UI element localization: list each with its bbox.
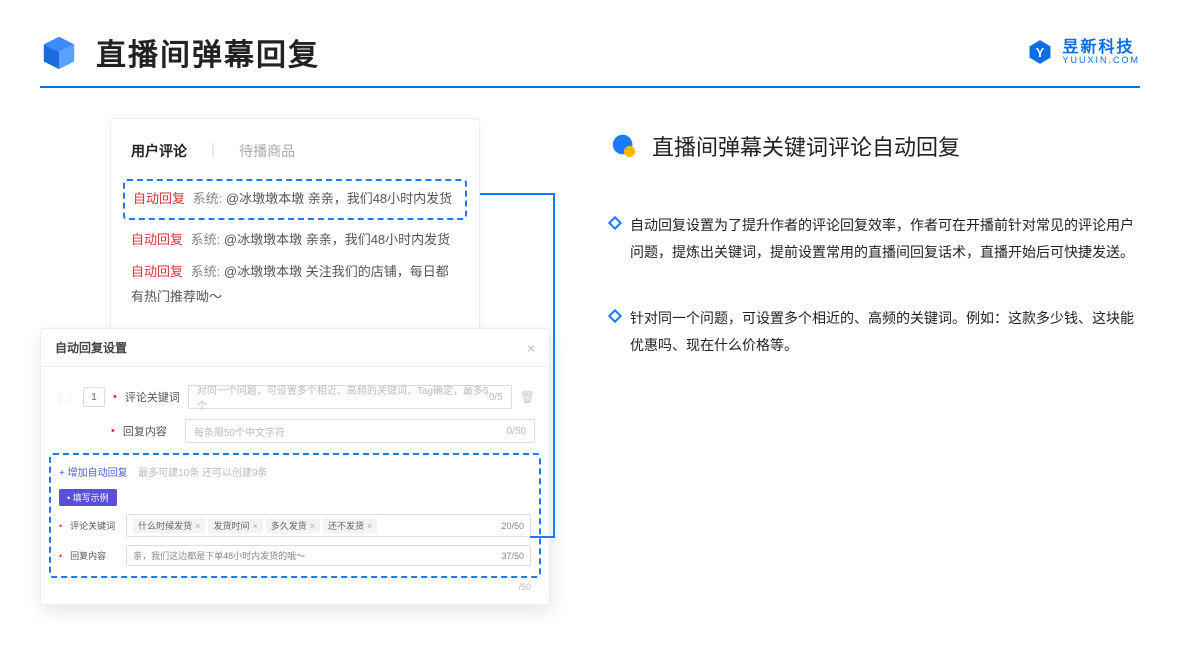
tag-list: 什么时候发货×发货时间× 多久发货×还不发货× xyxy=(133,518,380,533)
comment-row: 自动回复 系统: @冰墩墩本墩 关注我们的店铺，每日都有热门推荐呦～ xyxy=(131,260,459,309)
section-title: 直播间弹幕关键词评论自动回复 xyxy=(652,130,960,162)
diamond-icon xyxy=(608,216,622,230)
bullet-text: 自动回复设置为了提升作者的评论回复效率，作者可在开播前针对常见的评论用户问题，提… xyxy=(630,212,1140,265)
add-reply-link[interactable]: + 增加自动回复 xyxy=(59,468,128,479)
bullet: 针对同一个问题，可设置多个相近的、高频的关键词。例如：这款多少钱、这块能优惠吗、… xyxy=(610,305,1140,358)
reply-label: 回复内容 xyxy=(123,423,177,439)
comment-text: @冰墩墩本墩 亲亲，我们48小时内发货 xyxy=(226,191,452,206)
add-hint: 最多可建10条 还可以创建9条 xyxy=(138,468,267,479)
tag-chip[interactable]: 还不发货× xyxy=(323,518,377,533)
count: 0/50 xyxy=(507,426,526,437)
brand-url: YUUXIN.COM xyxy=(1062,56,1140,65)
auto-tag: 自动回复 xyxy=(133,191,185,206)
keyword-input[interactable]: 对同一个问题，可设置多个相近、高频的关键词，Tag确定，最多5个 0/5 xyxy=(188,385,512,409)
brand-icon: Y xyxy=(1026,38,1054,66)
screenshot-area: 用户评论 | 待播商品 自动回复 系统: @冰墩墩本墩 亲亲，我们48小时内发货… xyxy=(40,118,540,398)
trash-icon[interactable]: 🗑 xyxy=(520,390,535,404)
bubble-icon xyxy=(610,132,638,160)
brand-name: 昱新科技 xyxy=(1062,40,1140,56)
auto-tag: 自动回复 xyxy=(131,264,183,279)
tabs: 用户评论 | 待播商品 xyxy=(131,141,459,161)
connector xyxy=(553,193,555,538)
settings-card: 自动回复设置 × ⋮⋮ 1 • 评论关键词 对同一个问题，可设置多个相近、高频的… xyxy=(40,328,550,605)
comment-text: @冰墩墩本墩 亲亲，我们48小时内发货 xyxy=(224,232,450,247)
required-dot: • xyxy=(59,551,62,561)
tag-chip[interactable]: 多久发货× xyxy=(266,518,320,533)
count: 20/50 xyxy=(501,521,524,531)
page-title: 直播间弹幕回复 xyxy=(96,30,320,74)
tag-chip[interactable]: 发货时间× xyxy=(208,518,262,533)
ex-reply-input[interactable]: 亲，我们这边都是下单48小时内发货的哦～ 37/50 xyxy=(126,545,531,566)
count: 0/5 xyxy=(489,392,503,403)
sys-label: 系统: xyxy=(191,264,221,279)
required-dot: • xyxy=(59,521,62,531)
header: 直播间弹幕回复 Y 昱新科技 YUUXIN.COM xyxy=(0,0,1180,74)
diamond-icon xyxy=(608,309,622,323)
placeholder: 对同一个问题，可设置多个相近、高频的关键词，Tag确定，最多5个 xyxy=(197,382,489,412)
ex-keyword-input[interactable]: 什么时候发货×发货时间× 多久发货×还不发货× 20/50 xyxy=(126,514,531,537)
count: 37/50 xyxy=(501,551,524,561)
tab-comments[interactable]: 用户评论 xyxy=(131,141,187,161)
example-badge: • 填写示例 xyxy=(59,489,117,506)
highlighted-comment: 自动回复 系统: @冰墩墩本墩 亲亲，我们48小时内发货 xyxy=(123,179,467,220)
header-left: 直播间弹幕回复 xyxy=(40,30,320,74)
sys-label: 系统: xyxy=(191,232,221,247)
explanation: 直播间弹幕关键词评论自动回复 自动回复设置为了提升作者的评论回复效率，作者可在开… xyxy=(580,118,1140,398)
tag-chip[interactable]: 什么时候发货× xyxy=(133,518,205,533)
close-icon[interactable]: × xyxy=(527,340,535,356)
tab-separator: | xyxy=(211,141,215,161)
comment-row: 自动回复 系统: @冰墩墩本墩 亲亲，我们48小时内发货 xyxy=(131,228,459,253)
required-dot: • xyxy=(111,425,115,437)
tab-products[interactable]: 待播商品 xyxy=(239,141,295,161)
bottom-count: /50 xyxy=(55,582,535,592)
bullet: 自动回复设置为了提升作者的评论回复效率，作者可在开播前针对常见的评论用户问题，提… xyxy=(610,212,1140,265)
placeholder: 每条限50个中文字符 xyxy=(194,424,285,439)
comments-card: 用户评论 | 待播商品 自动回复 系统: @冰墩墩本墩 亲亲，我们48小时内发货… xyxy=(110,118,480,359)
connector xyxy=(480,193,555,195)
bullet-text: 针对同一个问题，可设置多个相近的、高频的关键词。例如：这款多少钱、这块能优惠吗、… xyxy=(630,305,1140,358)
brand-logo: Y 昱新科技 YUUXIN.COM xyxy=(1026,38,1140,66)
settings-title: 自动回复设置 xyxy=(55,339,127,356)
ex-reply-text: 亲，我们这边都是下单48小时内发货的哦～ xyxy=(133,549,305,562)
svg-text:Y: Y xyxy=(1036,46,1045,60)
drag-handle-icon[interactable]: ⋮⋮ xyxy=(55,392,75,403)
reply-input[interactable]: 每条限50个中文字符 0/50 xyxy=(185,419,535,443)
auto-tag: 自动回复 xyxy=(131,232,183,247)
sys-label: 系统: xyxy=(193,191,223,206)
ex-reply-label: 回复内容 xyxy=(70,549,118,562)
required-dot: • xyxy=(113,391,117,403)
ex-keyword-label: 评论关键词 xyxy=(70,519,118,532)
keyword-label: 评论关键词 xyxy=(125,389,180,405)
index-box: 1 xyxy=(83,387,105,407)
example-highlight: + 增加自动回复 最多可建10条 还可以创建9条 • 填写示例 • 评论关键词 … xyxy=(49,453,541,578)
cube-icon xyxy=(40,33,78,71)
